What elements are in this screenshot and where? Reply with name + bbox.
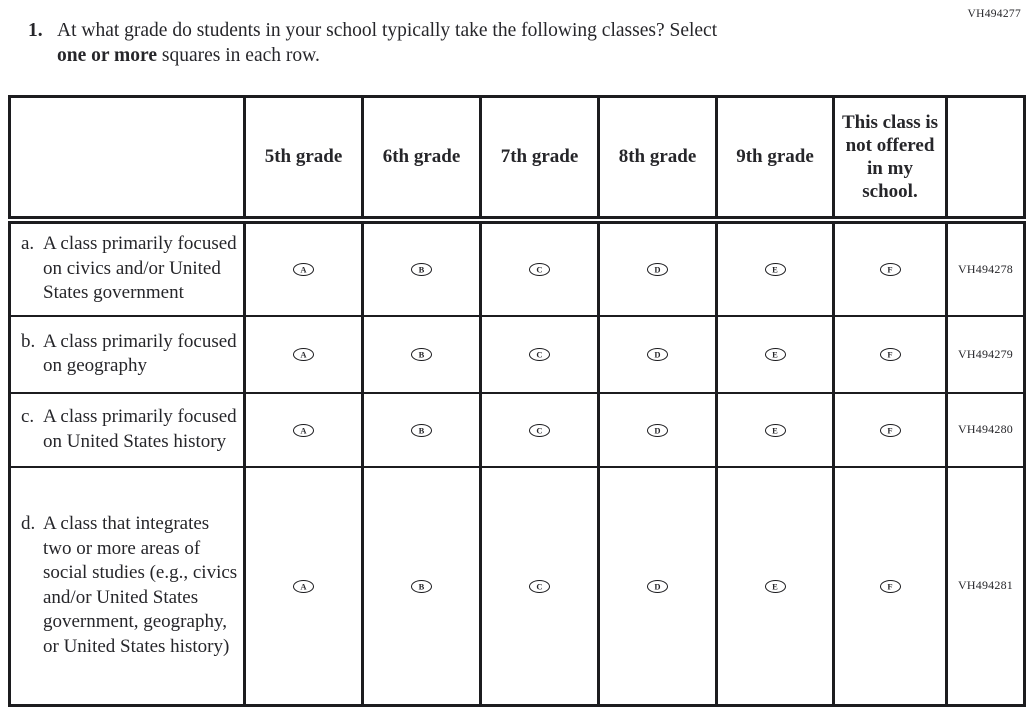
row-d-cell-9th: E: [715, 465, 835, 707]
option-bubble-b[interactable]: B: [411, 423, 432, 437]
row-b-letter: b.: [21, 330, 36, 352]
option-bubble-b[interactable]: B: [411, 579, 432, 593]
option-bubble-e[interactable]: E: [764, 348, 786, 362]
option-bubble-d[interactable]: D: [647, 423, 668, 437]
row-a-letter: a.: [21, 233, 35, 255]
row-c-accession-code: VH494280: [945, 391, 1026, 468]
row-b-cell-5th: A: [243, 314, 364, 394]
row-c-stem: c. A class primarily focused on United S…: [8, 391, 246, 468]
row-b-stem: b. A class primarily focused on geograph…: [8, 314, 246, 394]
question-bold-phrase: one or more: [57, 45, 158, 66]
row-d-label: A class that integrates two or more area…: [43, 513, 238, 657]
table-row-b: b. A class primarily focused on geograph…: [8, 314, 1026, 394]
option-bubble-a[interactable]: A: [293, 263, 314, 277]
row-a-cell-7th: C: [479, 218, 600, 317]
row-a-accession-code: VH494278: [945, 218, 1026, 317]
question-stem: 1. At what grade do students in your sch…: [28, 18, 928, 68]
option-bubble-f[interactable]: F: [879, 423, 901, 437]
row-c-cell-5th: A: [243, 391, 364, 468]
option-bubble-d[interactable]: D: [647, 348, 668, 362]
option-bubble-a[interactable]: A: [293, 423, 314, 437]
row-d-cell-5th: A: [243, 465, 364, 707]
row-c-label: A class primarily focused on United Stat…: [43, 406, 237, 452]
option-bubble-b[interactable]: B: [411, 263, 432, 277]
question-line-2-rest: squares in each row.: [157, 45, 320, 66]
row-a-label: A class primarily focused on civics and/…: [43, 233, 237, 304]
option-bubble-b[interactable]: B: [411, 348, 432, 362]
header-8th-grade: 8th grade: [597, 95, 718, 224]
page-accession-code: VH494277: [967, 8, 1021, 20]
row-c-letter: c.: [21, 406, 35, 427]
row-b-cell-9th: E: [715, 314, 835, 394]
row-d-accession-code: VH494281: [945, 465, 1026, 707]
question-line-2: one or more squares in each row.: [57, 43, 717, 68]
row-c-cell-9th: E: [715, 391, 835, 468]
row-d-letter: d.: [21, 513, 36, 535]
row-a-cell-not-offered: F: [832, 218, 948, 317]
row-c-cell-7th: C: [479, 391, 600, 468]
row-b-cell-6th: B: [361, 314, 482, 394]
option-bubble-d[interactable]: D: [647, 263, 668, 277]
row-b-cell-8th: D: [597, 314, 718, 394]
row-a-cell-5th: A: [243, 218, 364, 317]
row-d-stem: d. A class that integrates two or more a…: [8, 465, 246, 707]
table-row-d: d. A class that integrates two or more a…: [8, 465, 1026, 707]
row-d-cell-6th: B: [361, 465, 482, 707]
header-not-offered: This class is not offered in my school.: [832, 95, 948, 224]
header-row: 5th grade 6th grade 7th grade 8th grade …: [8, 95, 1026, 224]
option-bubble-c[interactable]: C: [529, 263, 550, 277]
option-bubble-a[interactable]: A: [293, 579, 314, 593]
row-d-cell-8th: D: [597, 465, 718, 707]
option-bubble-e[interactable]: E: [764, 263, 786, 277]
row-b-cell-7th: C: [479, 314, 600, 394]
header-code-column: [945, 95, 1026, 224]
option-bubble-f[interactable]: F: [879, 263, 901, 277]
row-c-cell-8th: D: [597, 391, 718, 468]
option-bubble-d[interactable]: D: [647, 579, 668, 593]
option-bubble-a[interactable]: A: [293, 348, 314, 362]
table-row-a: a. A class primarily focused on civics a…: [8, 218, 1026, 317]
row-a-stem: a. A class primarily focused on civics a…: [8, 218, 246, 317]
table-row-c: c. A class primarily focused on United S…: [8, 391, 1026, 468]
header-7th-grade: 7th grade: [479, 95, 600, 224]
row-b-label: A class primarily focused on geography: [43, 330, 237, 377]
row-b-accession-code: VH494279: [945, 314, 1026, 394]
option-bubble-e[interactable]: E: [764, 579, 786, 593]
question-line-1: At what grade do students in your school…: [57, 20, 718, 41]
header-5th-grade: 5th grade: [243, 95, 364, 224]
row-d-cell-7th: C: [479, 465, 600, 707]
option-bubble-c[interactable]: C: [529, 579, 550, 593]
row-a-cell-8th: D: [597, 218, 718, 317]
header-stem-column: [8, 95, 246, 224]
option-bubble-f[interactable]: F: [879, 348, 901, 362]
response-grid-table: 5th grade 6th grade 7th grade 8th grade …: [8, 95, 1026, 707]
question-text: At what grade do students in your school…: [57, 18, 717, 68]
row-c-cell-not-offered: F: [832, 391, 948, 468]
header-9th-grade: 9th grade: [715, 95, 835, 224]
option-bubble-c[interactable]: C: [529, 348, 550, 362]
option-bubble-e[interactable]: E: [764, 423, 786, 437]
row-a-cell-9th: E: [715, 218, 835, 317]
row-a-cell-6th: B: [361, 218, 482, 317]
row-c-cell-6th: B: [361, 391, 482, 468]
row-d-cell-not-offered: F: [832, 465, 948, 707]
option-bubble-c[interactable]: C: [529, 423, 550, 437]
option-bubble-f[interactable]: F: [879, 579, 901, 593]
row-b-cell-not-offered: F: [832, 314, 948, 394]
question-number: 1.: [28, 20, 43, 41]
header-6th-grade: 6th grade: [361, 95, 482, 224]
